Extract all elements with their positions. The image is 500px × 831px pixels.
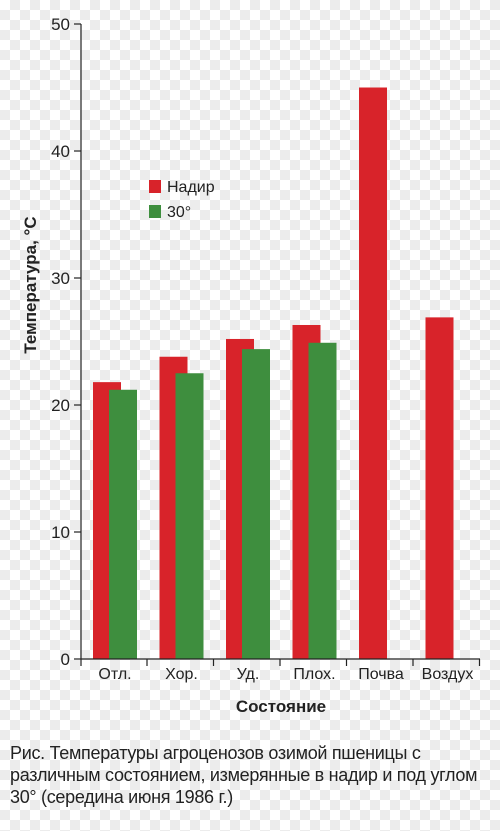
bar-angle30 — [109, 389, 137, 659]
y-tick-label: 30 — [51, 269, 70, 288]
legend-swatch — [149, 180, 161, 193]
legend-label: Надир — [167, 179, 215, 196]
x-axis-label: Состояние — [236, 697, 326, 716]
legend-label: 30° — [167, 204, 191, 221]
figure-caption: Рис. Температуры агроценозов озимой пшен… — [10, 743, 478, 807]
x-tick-label: Воздух — [422, 666, 474, 683]
y-axis-label: Температура, °С — [21, 216, 40, 353]
y-tick-label: 50 — [51, 15, 70, 34]
x-tick-label: Плох. — [293, 666, 335, 683]
bar-angle30 — [242, 349, 270, 659]
x-tick-label: Почва — [358, 666, 404, 683]
x-tick-label: Хор. — [165, 666, 198, 683]
y-tick-label: 10 — [51, 523, 70, 542]
x-tick-label: Отл. — [98, 666, 131, 683]
bars-group — [93, 87, 454, 659]
bar-nadir — [359, 87, 387, 659]
y-tick-label: 20 — [51, 396, 70, 415]
legend: Надир 30° — [149, 179, 215, 221]
x-ticks-group: Отл. Хор. Уд. Плох. Почва Воздух — [80, 659, 481, 683]
bar-nadir — [425, 317, 454, 659]
x-tick-label: Уд. — [237, 666, 260, 683]
y-tick-label: 0 — [61, 650, 70, 669]
bar-angle30 — [175, 373, 204, 659]
legend-swatch — [149, 205, 161, 218]
bar-angle30 — [308, 342, 337, 659]
y-ticks-group: 0 10 20 30 40 50 — [51, 15, 81, 669]
y-tick-label: 40 — [51, 142, 70, 161]
